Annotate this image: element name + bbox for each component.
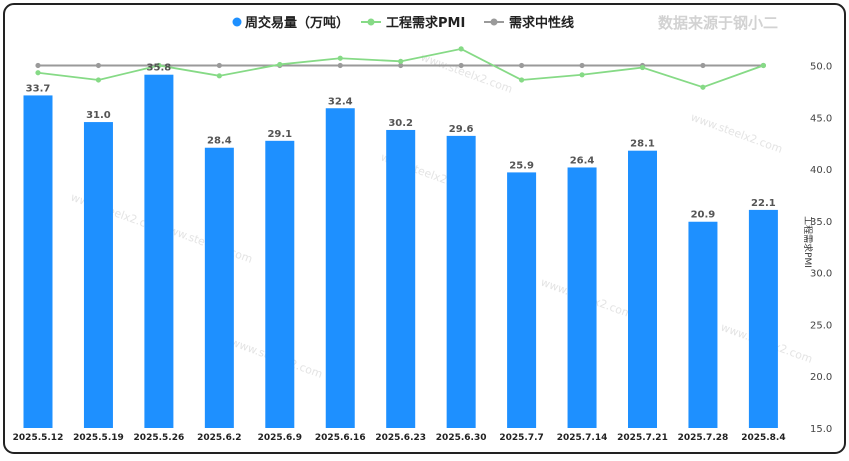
x-tick-label: 2025.7.14	[557, 433, 608, 443]
x-tick-label: 2025.6.30	[436, 433, 487, 443]
pmi-point[interactable]	[95, 77, 102, 83]
bar[interactable]	[386, 129, 416, 428]
x-tick-label: 2025.8.4	[741, 433, 785, 443]
pmi-point[interactable]	[579, 72, 585, 78]
legend-label-volume: 周交易量（万吨）	[245, 15, 349, 31]
pmi-point[interactable]	[639, 64, 646, 71]
neutral-point[interactable]	[579, 62, 585, 69]
x-axis-ticks: 2025.5.12 2025.5.19 2025.5.26 2025.6.2 2025.…	[13, 433, 786, 443]
right-axis-tick-label: 40.0	[810, 165, 832, 176]
legend-label-neutral: 需求中性线	[509, 15, 574, 31]
pmi-point[interactable]	[277, 61, 283, 68]
bar-value-label: 32.4	[328, 96, 353, 107]
neutral-point[interactable]	[337, 62, 343, 69]
bar[interactable]	[83, 122, 113, 429]
x-tick-label: 2025.6.23	[375, 433, 426, 443]
bar[interactable]	[507, 172, 537, 428]
bar[interactable]	[265, 140, 295, 428]
right-axis-tick-label: 15.0	[810, 424, 832, 435]
bar-value-label: 30.2	[388, 118, 413, 129]
neutral-point[interactable]	[458, 62, 464, 69]
chart-border	[3, 3, 846, 454]
bar[interactable]	[567, 167, 597, 428]
legend-swatch-volume	[232, 17, 242, 27]
x-tick-label: 2025.7.28	[678, 433, 729, 443]
neutral-point[interactable]	[519, 62, 525, 69]
bar[interactable]	[204, 147, 234, 428]
bar-value-label: 26.4	[570, 155, 595, 166]
neutral-point[interactable]	[35, 62, 41, 69]
bar[interactable]	[628, 150, 657, 428]
neutral-point[interactable]	[95, 62, 102, 69]
bar-value-label: 29.1	[267, 129, 292, 140]
pmi-point[interactable]	[519, 77, 525, 83]
data-labels: 33.7 31.0 35.8 28.4 29.1 32.4 30.2 29.6 25.9 26.4…	[26, 63, 776, 221]
neutral-point[interactable]	[216, 62, 222, 69]
pmi-point[interactable]	[216, 73, 222, 79]
line-series	[35, 46, 767, 90]
bar-value-label: 28.1	[630, 139, 655, 150]
legend-item-neutral[interactable]: 需求中性线	[484, 15, 574, 31]
legend-label-pmi: 工程需求PMI	[386, 15, 465, 31]
x-tick-label: 2025.7.21	[617, 433, 668, 443]
x-tick-label: 2025.5.26	[134, 433, 185, 443]
legend-swatch-pmi-dot	[367, 18, 375, 26]
bar-value-label: 22.1	[751, 198, 776, 209]
bar-value-label: 33.7	[26, 83, 51, 94]
legend-item-pmi[interactable]: 工程需求PMI	[361, 15, 465, 31]
pmi-point[interactable]	[700, 84, 706, 90]
source-note: 数据来源于钢小二	[658, 14, 778, 32]
right-axis-tick-label: 25.0	[810, 320, 832, 331]
bar[interactable]	[688, 221, 718, 428]
neutral-point[interactable]	[700, 62, 706, 69]
pmi-point[interactable]	[398, 58, 404, 64]
pmi-point[interactable]	[760, 62, 767, 69]
x-tick-label: 2025.6.9	[258, 433, 302, 443]
right-axis-label: 工程需求PMI	[802, 216, 814, 268]
bar-value-label: 28.4	[207, 136, 232, 147]
right-axis-tick-label: 35.0	[810, 217, 832, 228]
bar-value-label: 35.8	[147, 63, 172, 74]
right-axis-tick-label: 50.0	[810, 61, 832, 72]
right-axis-tick-label: 20.0	[810, 372, 832, 383]
legend-item-volume[interactable]: 周交易量（万吨）	[232, 15, 350, 31]
x-tick-label: 2025.5.19	[73, 433, 124, 443]
pmi-point[interactable]	[156, 62, 162, 69]
bar-series	[23, 74, 778, 429]
x-tick-label: 2025.5.12	[13, 433, 64, 443]
legend-swatch-neutral-dot	[490, 18, 498, 26]
bar-value-label: 31.0	[86, 110, 111, 121]
bar-value-label: 29.6	[449, 124, 474, 135]
bar[interactable]	[748, 209, 778, 428]
bar[interactable]	[446, 135, 476, 428]
bar[interactable]	[144, 74, 174, 428]
pmi-point[interactable]	[35, 70, 41, 76]
x-tick-label: 2025.6.2	[197, 433, 241, 443]
pmi-point[interactable]	[458, 46, 464, 52]
neutral-point[interactable]	[398, 62, 404, 69]
legend: 周交易量（万吨） 工程需求PMI 需求中性线	[232, 15, 574, 31]
bar[interactable]	[325, 108, 355, 429]
x-tick-label: 2025.7.7	[499, 433, 543, 443]
right-axis-tick-label: 30.0	[810, 269, 832, 280]
bar[interactable]	[23, 95, 53, 428]
bar-value-label: 25.9	[509, 160, 534, 171]
right-axis-ticks: 15.0 20.0 25.0 30.0 35.0 40.0 45.0 50.0	[810, 61, 832, 435]
x-tick-label: 2025.6.16	[315, 433, 366, 443]
bar-value-label: 20.9	[691, 210, 716, 221]
right-axis-tick-label: 45.0	[810, 113, 832, 124]
pmi-point[interactable]	[337, 55, 343, 61]
